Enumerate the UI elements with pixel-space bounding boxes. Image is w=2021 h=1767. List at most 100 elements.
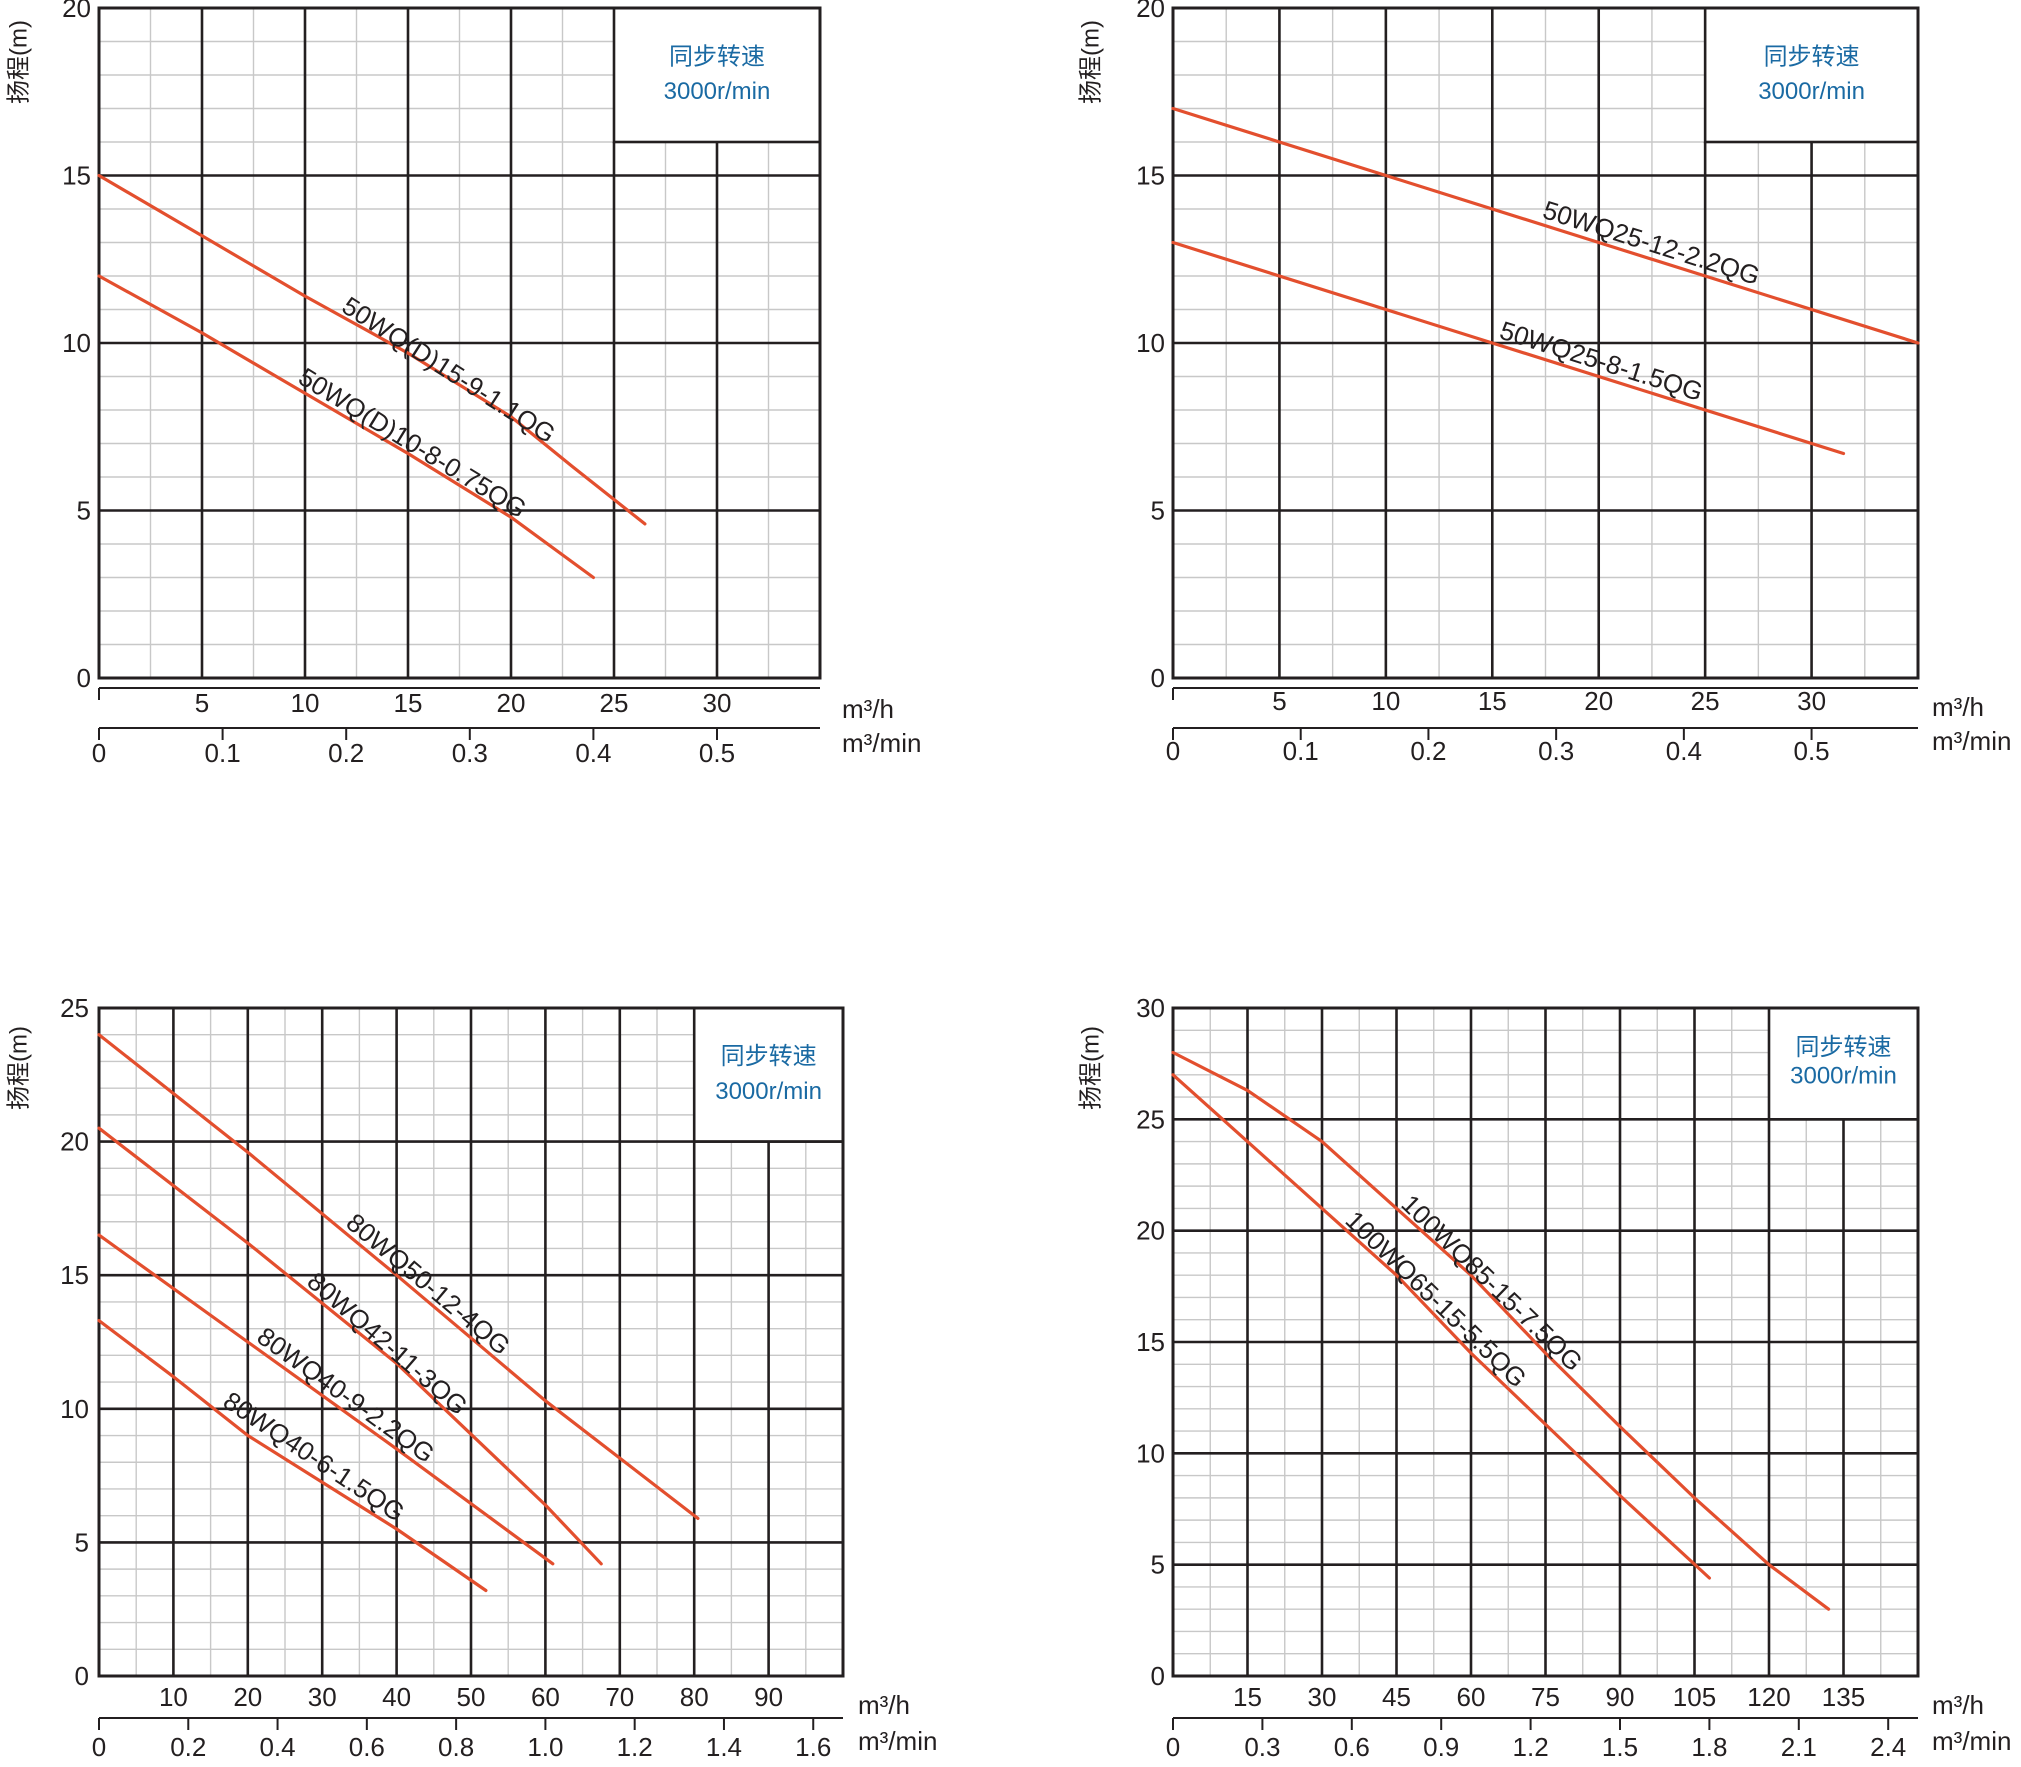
x-tick-label-h: 10: [1371, 686, 1400, 716]
x-tick-label-h: 20: [1584, 686, 1613, 716]
speed-title: 同步转速: [1796, 1034, 1892, 1061]
curve-line: [97, 1126, 603, 1566]
x-tick-label-min: 0.6: [349, 1732, 385, 1762]
plot-frame: [97, 6, 822, 680]
x-unit-min: m³/min: [858, 1726, 937, 1756]
x-tick-label-h: 40: [382, 1682, 411, 1712]
curve-line: [97, 1233, 555, 1566]
y-tick-label: 10: [1136, 328, 1165, 358]
x-tick-label-h: 50: [457, 1682, 486, 1712]
x-tick-label-h: 80: [680, 1682, 709, 1712]
x-tick-label-min: 0.4: [1666, 736, 1702, 766]
x-unit-min: m³/min: [1932, 726, 2011, 756]
curve-line: [97, 173, 647, 526]
x-axis-h: [1172, 687, 1918, 700]
y-axis-label: 扬程(m): [1077, 1026, 1104, 1110]
x-tick-label-h: 5: [195, 688, 209, 718]
plot-frame: [97, 1006, 845, 1678]
x-tick-label-h: 30: [1308, 1682, 1337, 1712]
x-tick-label-min: 0.4: [575, 738, 611, 768]
x-tick-label-h: 120: [1747, 1682, 1790, 1712]
speed-title: 同步转速: [721, 1043, 817, 1070]
x-tick-label-min: 1.5: [1602, 1732, 1638, 1762]
x-unit-min: m³/min: [842, 728, 921, 758]
y-tick-label: 5: [1151, 1550, 1165, 1580]
y-axis-label: 扬程(m): [5, 1026, 32, 1110]
x-tick-label-min: 0.4: [259, 1732, 295, 1762]
x-unit-h: m³/h: [842, 694, 894, 724]
major-grid: [1173, 1008, 1918, 1676]
y-tick-label: 5: [77, 496, 91, 526]
x-unit-h: m³/h: [858, 1690, 910, 1720]
speed-box-bg: [1705, 8, 1918, 142]
y-tick-label: 10: [1136, 1438, 1165, 1468]
y-tick-label: 0: [77, 663, 91, 693]
y-tick-label: 20: [1136, 1216, 1165, 1246]
major-grid: [1173, 8, 1918, 678]
x-tick-label-min: 2.1: [1781, 1732, 1817, 1762]
speed-value: 3000r/min: [715, 1078, 822, 1105]
speed-title: 同步转速: [1764, 43, 1860, 70]
x-tick-label-min: 1.2: [1513, 1732, 1549, 1762]
x-tick-label-min: 0.3: [1244, 1732, 1280, 1762]
x-tick-label-h: 20: [233, 1682, 262, 1712]
y-tick-label: 0: [1151, 663, 1165, 693]
y-tick-label: 20: [60, 1127, 89, 1157]
x-tick-label-h: 30: [703, 688, 732, 718]
y-tick-label: 15: [60, 1260, 89, 1290]
x-tick-label-min: 1.4: [706, 1732, 742, 1762]
y-tick-label: 20: [62, 0, 91, 23]
chart-50wq25: 同步转速 3000r/min 0 5 10 15 20 扬程(m) 5 10 15 20 25 30 m³/…: [1077, 0, 2011, 766]
x-tick-label-min: 0.5: [1793, 736, 1829, 766]
x-tick-label-min: 0.2: [328, 738, 364, 768]
x-tick-label-min: 0.6: [1334, 1732, 1370, 1762]
speed-value: 3000r/min: [1790, 1063, 1897, 1090]
x-tick-label-min: 0.1: [205, 738, 241, 768]
y-axis-label: 扬程(m): [1077, 20, 1104, 104]
y-tick-label: 10: [60, 1394, 89, 1424]
x-tick-label-h: 25: [1691, 686, 1720, 716]
x-axis-min: [1172, 727, 1918, 740]
series-group: [1171, 106, 1920, 456]
y-tick-label: 5: [1151, 496, 1165, 526]
speed-box-bg: [614, 8, 820, 142]
curve-line: [1171, 240, 1846, 456]
x-tick-label-min: 0.5: [699, 738, 735, 768]
curve-label: 50WQ25-8-1.5QG: [1496, 315, 1706, 407]
x-tick-label-h: 25: [600, 688, 629, 718]
x-tick-label-min: 0.1: [1283, 736, 1319, 766]
y-tick-label: 15: [1136, 1327, 1165, 1357]
y-tick-label: 15: [62, 161, 91, 191]
curve-line: [97, 274, 596, 580]
chart-80wq: 同步转速 3000r/min 0 5 10 15 20 25 扬程(m) 10 20 30 40 50 60…: [5, 993, 937, 1762]
curve-line: [1171, 1050, 1831, 1611]
x-tick-label-h: 135: [1822, 1682, 1865, 1712]
x-tick-label-min: 0.8: [438, 1732, 474, 1762]
y-tick-label: 25: [1136, 1104, 1165, 1134]
x-axis-h: [1172, 1717, 1918, 1730]
speed-value: 3000r/min: [1758, 78, 1865, 105]
x-tick-label-min: 0.3: [1538, 736, 1574, 766]
x-axis-min: [98, 1718, 815, 1730]
x-tick-label-min: 0: [1166, 1732, 1180, 1762]
curve-line: [1171, 1073, 1712, 1580]
x-tick-label-h: 105: [1673, 1682, 1716, 1712]
speed-box-bg: [694, 1008, 843, 1142]
series-group: [1171, 1050, 1831, 1611]
x-axis-h: [98, 687, 820, 700]
x-tick-label-h: 90: [1606, 1682, 1635, 1712]
x-tick-label-min: 0: [1166, 736, 1180, 766]
curve-line: [97, 1318, 488, 1593]
series-group: [97, 173, 647, 580]
y-tick-label: 10: [62, 328, 91, 358]
x-tick-label-min: 1.8: [1691, 1732, 1727, 1762]
y-tick-label: 30: [1136, 993, 1165, 1023]
y-tick-label: 0: [75, 1661, 89, 1691]
x-tick-label-min: 1.0: [527, 1732, 563, 1762]
x-tick-label-h: 20: [497, 688, 526, 718]
x-tick-label-h: 5: [1272, 686, 1286, 716]
speed-title: 同步转速: [669, 43, 765, 70]
x-tick-label-min: 0.9: [1423, 1732, 1459, 1762]
